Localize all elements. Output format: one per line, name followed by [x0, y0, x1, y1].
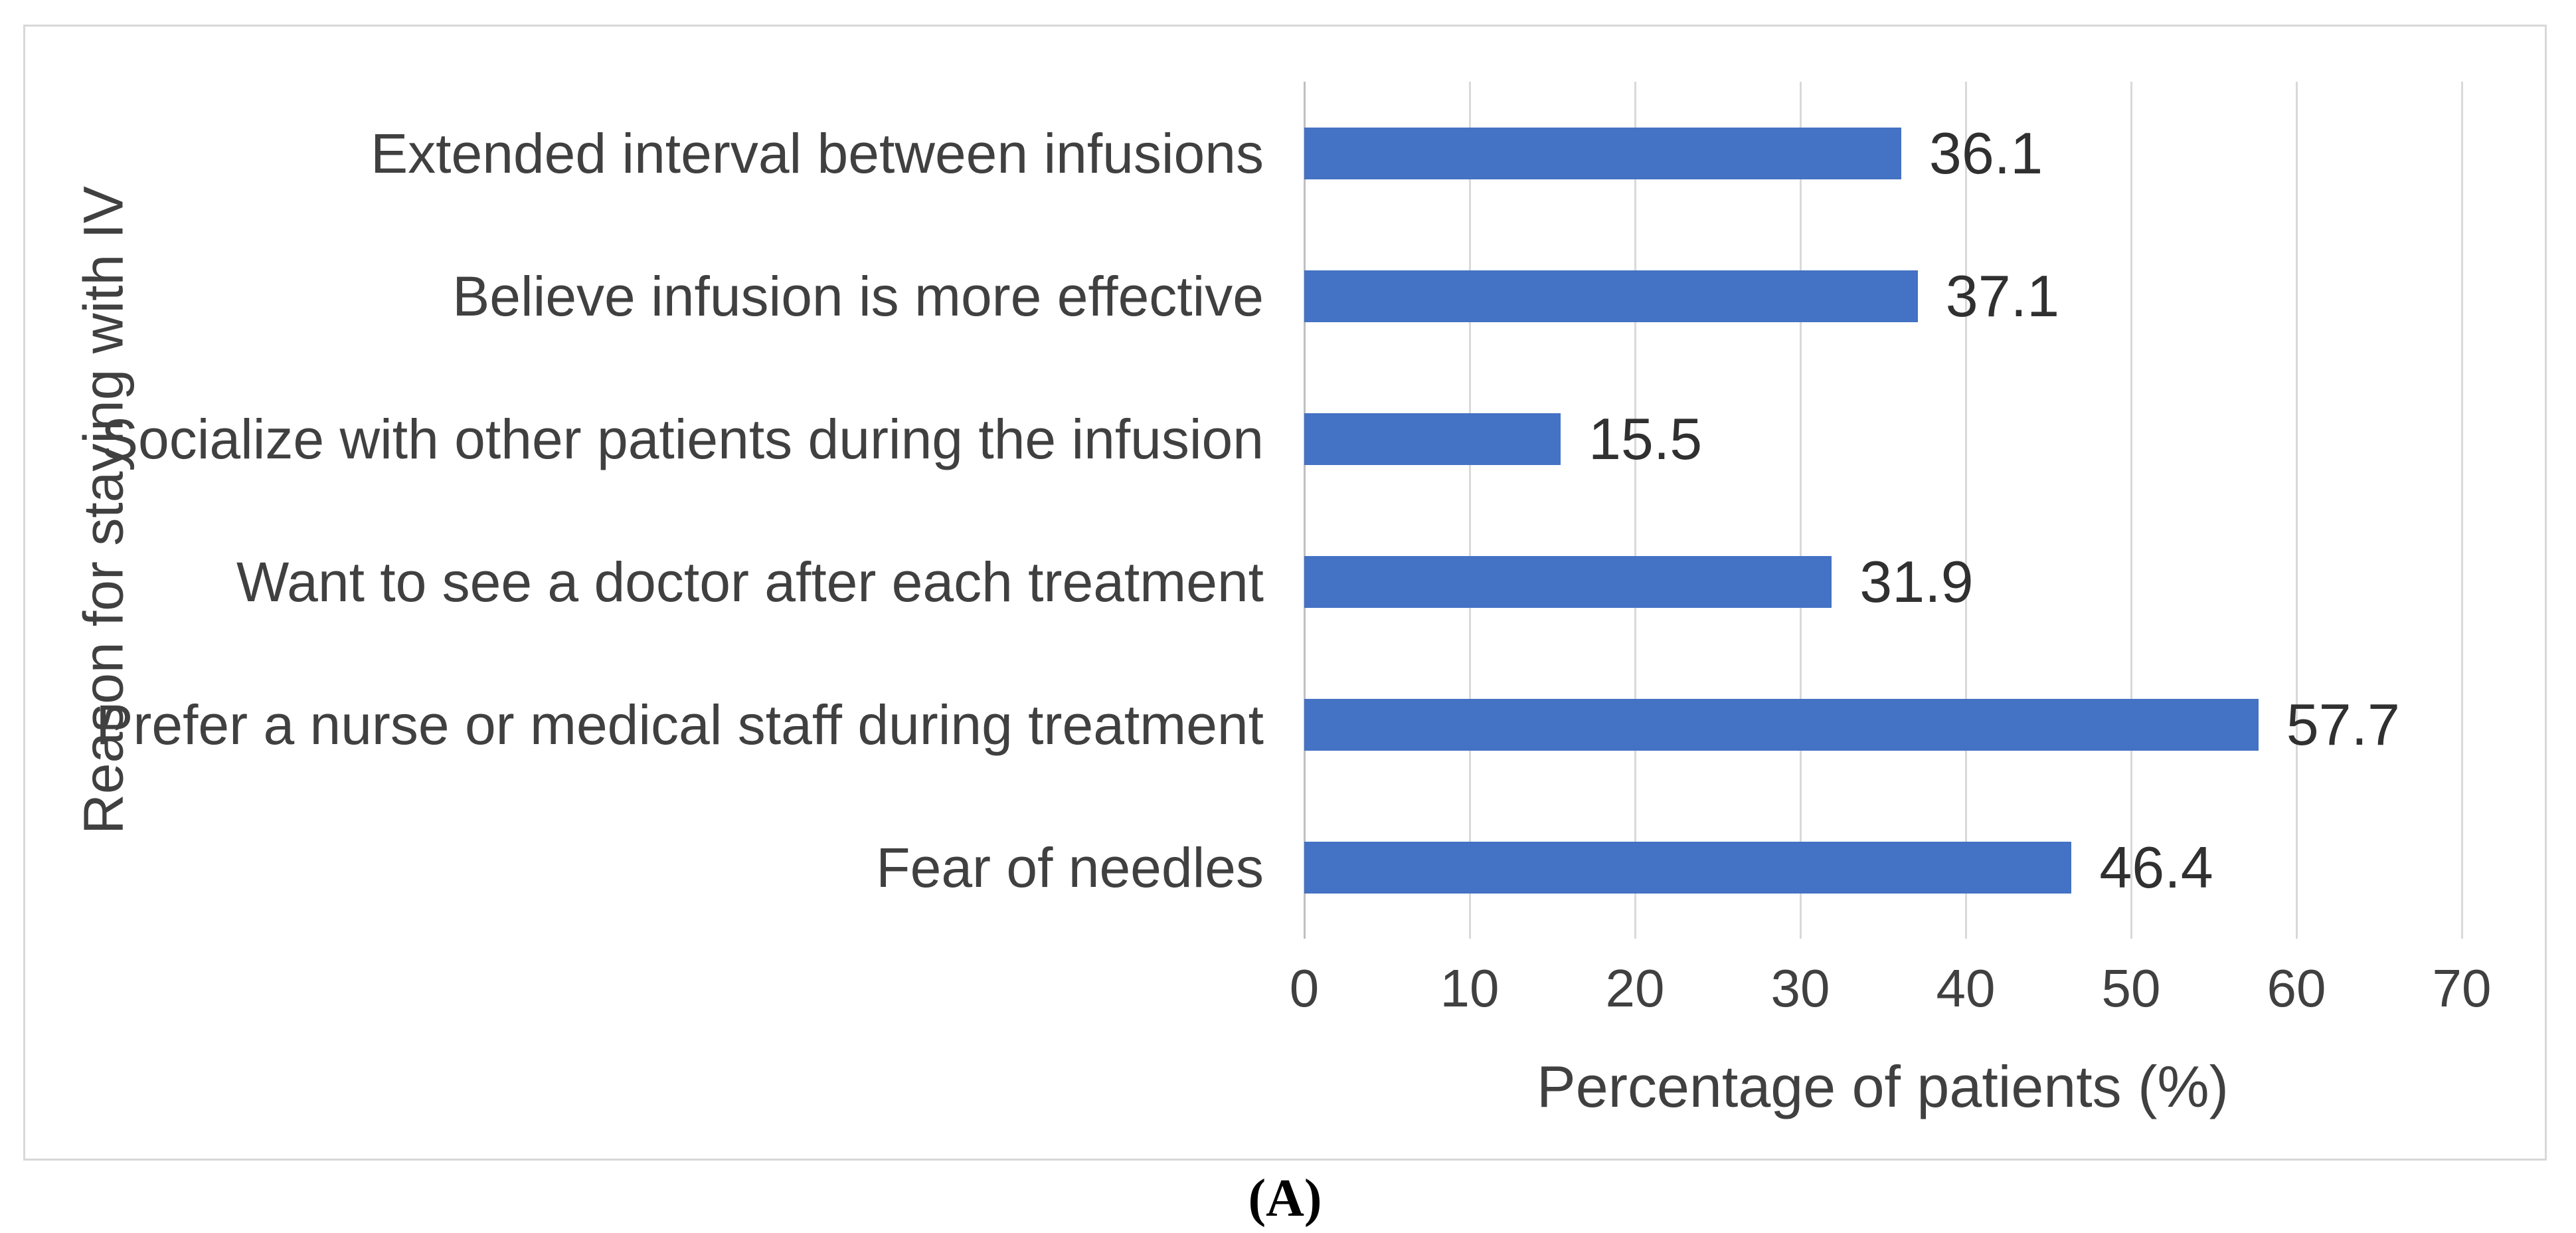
figure-caption: (A): [1248, 1169, 1322, 1228]
data-label: 37.1: [1945, 262, 2060, 329]
x-tick-label: 70: [2432, 959, 2492, 1018]
bar: [1304, 841, 2072, 894]
x-axis-title: Percentage of patients (%): [1537, 1054, 2229, 1119]
gridline: [1964, 82, 1967, 939]
x-tick-label: 40: [1936, 959, 1996, 1018]
bar-chart: Reason for staying with IV Percentage of…: [23, 25, 2547, 1161]
gridline: [1634, 82, 1636, 939]
x-tick-label: 0: [1289, 959, 1320, 1018]
gridline: [1799, 82, 1802, 939]
x-tick-label: 50: [2101, 959, 2161, 1018]
gridline: [1468, 82, 1471, 939]
gridline: [2460, 82, 2463, 939]
data-label: 57.7: [2286, 691, 2400, 757]
x-axis-line: [1303, 82, 1306, 939]
bar: [1304, 127, 1901, 179]
bar: [1304, 413, 1561, 465]
data-label: 46.4: [2099, 834, 2213, 900]
category-label: Socialize with other patients during the…: [100, 407, 1264, 470]
bar: [1304, 698, 2259, 751]
category-label: Extended interval between infusions: [371, 122, 1264, 185]
data-label: 31.9: [1859, 548, 1974, 615]
x-tick-label: 10: [1440, 959, 1500, 1018]
x-tick-label: 20: [1605, 959, 1665, 1018]
gridline: [2130, 82, 2132, 939]
x-tick-label: 30: [1770, 959, 1830, 1018]
category-label: Fear of needles: [876, 836, 1264, 899]
gridline: [2295, 82, 2298, 939]
bar: [1304, 270, 1918, 322]
bar: [1304, 555, 1832, 608]
category-label: Want to see a doctor after each treatmen…: [236, 550, 1264, 613]
category-label: Believe infusion is more effective: [452, 264, 1264, 328]
data-label: 15.5: [1588, 405, 1703, 472]
data-label: 36.1: [1929, 120, 2043, 186]
x-tick-label: 60: [2267, 959, 2326, 1018]
category-label: Prefer a nurse or medical staff during t…: [96, 693, 1264, 756]
